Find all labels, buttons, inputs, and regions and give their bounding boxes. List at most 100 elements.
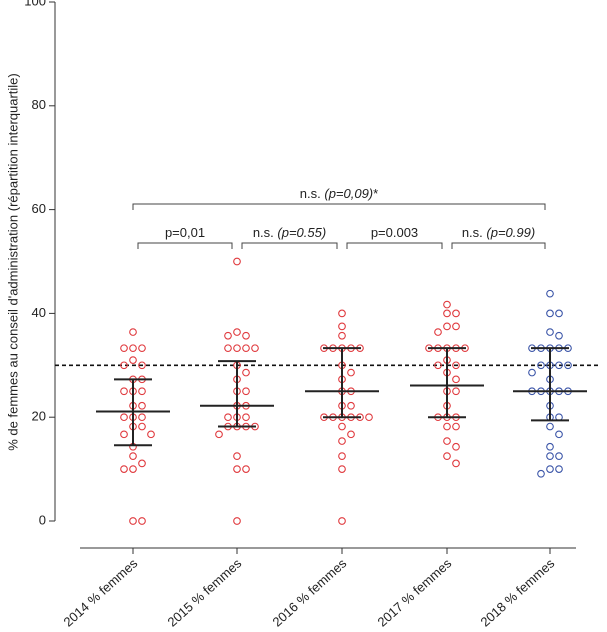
comparison-bracket [132, 203, 546, 210]
data-point [537, 361, 545, 370]
data-point [347, 430, 355, 439]
data-point [443, 422, 451, 431]
data-point [546, 465, 554, 473]
y-tick-label: 20 [32, 409, 46, 424]
data-point [129, 356, 137, 364]
data-point [452, 375, 460, 384]
data-point [338, 517, 346, 525]
x-tick-label: 2015 % femmes [164, 555, 244, 629]
data-point [224, 344, 232, 353]
data-point [233, 344, 241, 353]
x-tick-label: 2017 % femmes [374, 555, 454, 629]
data-point [138, 517, 146, 525]
comparison-label-part: n.s. [300, 186, 325, 201]
data-point [215, 430, 223, 439]
data-point [546, 328, 554, 336]
data-point [443, 309, 451, 318]
data-point [338, 331, 346, 340]
data-point [365, 413, 373, 422]
data-point [242, 331, 250, 340]
data-point [251, 344, 259, 353]
data-point [443, 437, 451, 445]
data-point [546, 289, 554, 298]
comparison-label: n.s. (p=0.99) [462, 225, 535, 240]
comparison-label: p=0,01 [165, 225, 205, 240]
data-point [338, 452, 346, 460]
data-point [138, 387, 146, 396]
data-point [452, 309, 460, 318]
data-point [224, 413, 232, 422]
y-axis-label: % de femmes au conseil d'administration … [5, 73, 20, 451]
data-point [338, 465, 346, 473]
data-point [546, 442, 554, 451]
data-point [138, 459, 146, 468]
data-point [452, 322, 460, 331]
data-point [129, 452, 137, 460]
data-point [555, 309, 563, 318]
data-point [120, 344, 128, 353]
data-point [338, 309, 346, 318]
data-point [138, 422, 146, 431]
comparison-label-part: (p=0,09) [324, 186, 373, 201]
data-point [528, 368, 536, 377]
data-point [452, 387, 460, 396]
y-tick-label: 100 [24, 0, 46, 8]
data-point [347, 401, 355, 410]
data-point [555, 465, 563, 473]
data-point [452, 442, 460, 451]
x-tick-label: 2014 % femmes [60, 555, 140, 629]
comparison-bracket [451, 242, 546, 249]
data-point [443, 452, 451, 460]
comparison-label-part: p=0.003 [371, 225, 418, 240]
data-point [233, 257, 241, 266]
comparison-label-part: p=0,01 [165, 225, 205, 240]
data-point [555, 331, 563, 340]
data-point [338, 422, 346, 431]
data-point [546, 422, 554, 431]
data-point [120, 465, 128, 473]
data-point [129, 344, 137, 353]
data-point [564, 361, 572, 370]
data-point [347, 368, 355, 377]
data-point [555, 452, 563, 460]
comparison-label-part: * [373, 186, 378, 201]
data-point [242, 368, 250, 377]
data-point [546, 452, 554, 460]
x-tick-label: 2018 % femmes [477, 555, 557, 629]
data-point [138, 401, 146, 410]
data-point [546, 309, 554, 318]
comparison-label-part: n.s. [253, 225, 278, 240]
data-point [233, 452, 241, 460]
data-point [120, 387, 128, 396]
data-point [452, 361, 460, 370]
comparison-bracket [241, 242, 338, 249]
data-point [555, 361, 563, 370]
data-point [537, 469, 545, 478]
comparison-bracket [346, 242, 443, 249]
comparison-label: n.s. (p=0,09)* [300, 186, 378, 201]
data-point [129, 517, 137, 525]
data-point [233, 465, 241, 473]
comparison-label-part: n.s. [462, 225, 487, 240]
data-point [120, 430, 128, 439]
y-tick-label: 0 [39, 512, 46, 527]
data-point [138, 344, 146, 353]
data-point [555, 430, 563, 439]
data-point [138, 413, 146, 422]
data-point [242, 465, 250, 473]
y-tick-label: 40 [32, 305, 46, 320]
data-point [120, 413, 128, 422]
data-point [233, 517, 241, 525]
data-point [338, 322, 346, 331]
data-point [233, 328, 241, 336]
comparison-label: n.s. (p=0.55) [253, 225, 326, 240]
data-point [120, 361, 128, 370]
y-tick-label: 80 [32, 97, 46, 112]
data-point [129, 465, 137, 473]
x-tick-label: 2016 % femmes [269, 555, 349, 629]
data-point [434, 328, 442, 336]
comparison-label-part: (p=0.99) [486, 225, 535, 240]
data-point [452, 459, 460, 468]
